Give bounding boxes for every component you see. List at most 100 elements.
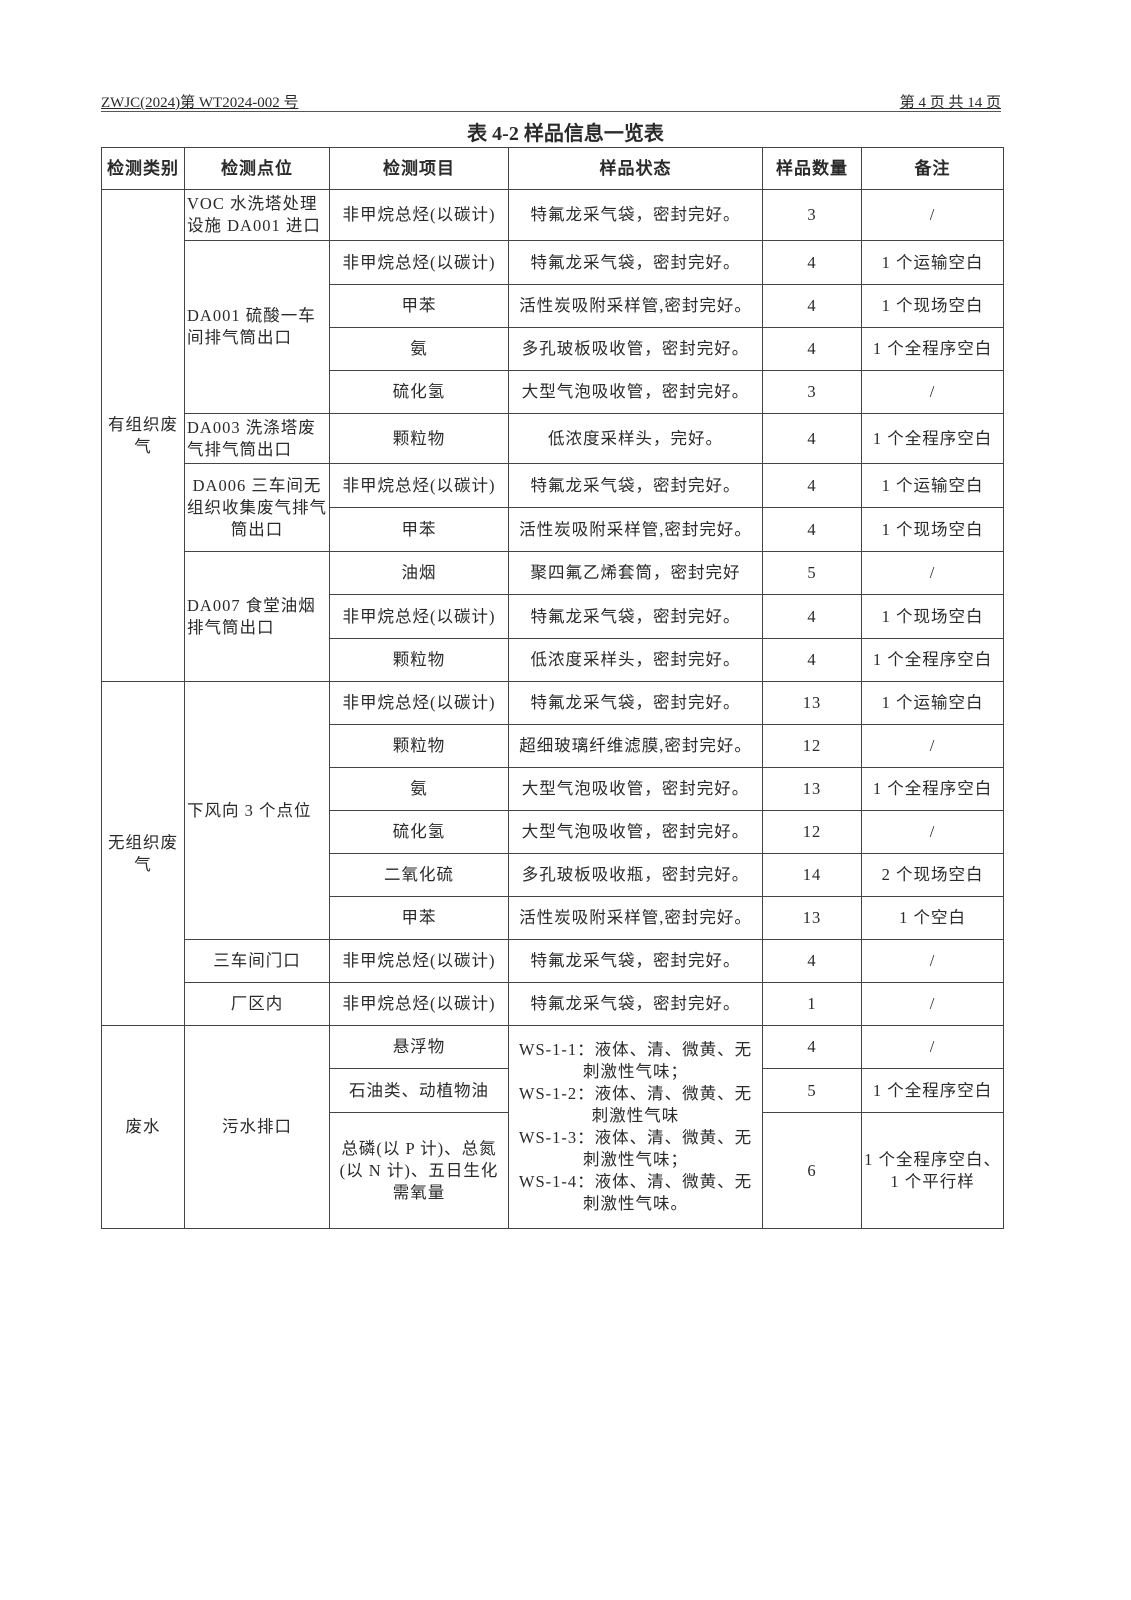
note-cell: 1 个空白 xyxy=(861,896,1004,940)
state-cell: 特氟龙采气袋，密封完好。 xyxy=(508,681,763,725)
item-cell: 石油类、动植物油 xyxy=(329,1068,509,1113)
water-state-line: WS-1-3：液体、清、微黄、无刺激性气味； xyxy=(518,1128,753,1169)
item-cell: 硫化氢 xyxy=(329,370,509,414)
state-cell: 特氟龙采气袋，密封完好。 xyxy=(508,240,763,285)
table-row: 甲苯 活性炭吸附采样管,密封完好。 13 1 个空白 xyxy=(102,896,1004,940)
column-header: 样品数量 xyxy=(762,147,862,190)
table-row: 氨多孔玻板吸收管，密封完好。 4 1 个全程序空白 xyxy=(102,327,1004,371)
table-row: 总磷(以 P 计)、总氮(以 N 计)、五日生化需氧量 6 1 个全程序空白、1 个… xyxy=(102,1112,1004,1229)
item-cell: 非甲烷总烃(以碳计) xyxy=(329,189,509,241)
item-cell: 颗粒物 xyxy=(329,724,509,768)
state-cell: 大型气泡吸收管，密封完好。 xyxy=(508,370,763,414)
note-cell: 1 个全程序空白 xyxy=(861,327,1004,371)
note-cell: / xyxy=(861,1025,1004,1069)
count-cell: 12 xyxy=(762,810,862,854)
table-row: 氨大型气泡吸收管，密封完好。 13 1 个全程序空白 xyxy=(102,767,1004,811)
column-header: 检测点位 xyxy=(184,147,330,190)
item-cell: 二氧化硫 xyxy=(329,853,509,897)
note-cell: / xyxy=(861,982,1004,1026)
table-row: 三车间门口 非甲烷总烃(以碳计) 特氟龙采气袋，密封完好。 4/ xyxy=(102,939,1004,983)
item-cell: 氨 xyxy=(329,327,509,371)
category-cell: 无组织废气 xyxy=(101,681,185,1026)
state-cell: 活性炭吸附采样管,密封完好。 xyxy=(508,507,763,552)
state-cell: 特氟龙采气袋，密封完好。 xyxy=(508,463,763,508)
item-cell: 油烟 xyxy=(329,551,509,595)
note-cell: / xyxy=(861,370,1004,414)
item-cell: 总磷(以 P 计)、总氮(以 N 计)、五日生化需氧量 xyxy=(329,1112,509,1229)
count-cell: 3 xyxy=(762,370,862,414)
item-cell: 非甲烷总烃(以碳计) xyxy=(329,594,509,639)
note-cell: / xyxy=(861,724,1004,768)
note-cell: 1 个全程序空白 xyxy=(861,1068,1004,1113)
count-cell: 13 xyxy=(762,767,862,811)
note-cell: 1 个全程序空白 xyxy=(861,638,1004,682)
count-cell: 1 xyxy=(762,982,862,1026)
state-cell: 特氟龙采气袋，密封完好。 xyxy=(508,594,763,639)
state-cell: 大型气泡吸收管，密封完好。 xyxy=(508,810,763,854)
point-cell: DA001 硫酸一车间排气筒出口 xyxy=(184,240,330,414)
table-row: DA007 食堂油烟排气筒出口 油烟 聚四氟乙烯套筒，密封完好 5/ xyxy=(102,551,1004,682)
point-cell: VOC 水洗塔处理设施 DA001 进口 xyxy=(184,189,330,241)
column-header: 检测项目 xyxy=(329,147,509,190)
item-cell: 颗粒物 xyxy=(329,413,509,464)
count-cell: 4 xyxy=(762,594,862,639)
table-header-row: 检测类别 检测点位 检测项目 样品状态 样品数量 备注 xyxy=(101,147,1004,190)
state-cell: 大型气泡吸收管，密封完好。 xyxy=(508,767,763,811)
page-indicator: 第 4 页 共 14 页 xyxy=(899,95,1001,111)
count-cell: 13 xyxy=(762,896,862,940)
item-cell: 悬浮物 xyxy=(329,1025,509,1069)
state-cell: WS-1-1：液体、清、微黄、无刺激性气味； WS-1-2：液体、清、微黄、无刺激… xyxy=(508,1025,763,1229)
water-state-line: WS-1-2：液体、清、微黄、无刺激性气味 xyxy=(518,1084,753,1125)
table-row: DA003 洗涤塔废气排气筒出口 颗粒物 低浓度采样头，完好。 4 1 个全程序空白 xyxy=(102,413,1004,464)
count-cell: 13 xyxy=(762,681,862,725)
note-cell: 1 个运输空白 xyxy=(861,240,1004,285)
count-cell: 4 xyxy=(762,939,862,983)
count-cell: 3 xyxy=(762,189,862,241)
note-cell: 1 个全程序空白 xyxy=(861,413,1004,464)
count-cell: 5 xyxy=(762,1068,862,1113)
table-row: 甲苯 活性炭吸附采样管,密封完好。 4 1 个现场空白 xyxy=(102,284,1004,328)
note-cell: 1 个运输空白 xyxy=(861,681,1004,725)
state-cell: 低浓度采样头，密封完好。 xyxy=(508,638,763,682)
table-row: 硫化氢 大型气泡吸收管，密封完好。 12/ xyxy=(102,810,1004,854)
note-cell: / xyxy=(861,810,1004,854)
column-header: 检测类别 xyxy=(101,147,185,190)
note-cell: 1 个全程序空白 xyxy=(861,767,1004,811)
state-cell: 特氟龙采气袋，密封完好。 xyxy=(508,982,763,1026)
note-cell: 1 个运输空白 xyxy=(861,463,1004,508)
state-cell: 多孔玻板吸收瓶，密封完好。 xyxy=(508,853,763,897)
item-cell: 甲苯 xyxy=(329,284,509,328)
point-cell: 下风向 3 个点位 xyxy=(184,681,330,940)
count-cell: 4 xyxy=(762,1025,862,1069)
point-cell: DA007 食堂油烟排气筒出口 xyxy=(184,551,330,682)
item-cell: 非甲烷总烃(以碳计) xyxy=(329,681,509,725)
note-cell: 2 个现场空白 xyxy=(861,853,1004,897)
item-cell: 甲苯 xyxy=(329,896,509,940)
water-state-line: WS-1-1：液体、清、微黄、无刺激性气味； xyxy=(518,1040,753,1081)
count-cell: 14 xyxy=(762,853,862,897)
count-cell: 5 xyxy=(762,551,862,595)
point-cell: DA006 三车间无组织收集废气排气筒出口 xyxy=(184,463,330,552)
note-cell: / xyxy=(861,189,1004,241)
count-cell: 12 xyxy=(762,724,862,768)
note-cell: 1 个现场空白 xyxy=(861,284,1004,328)
item-cell: 非甲烷总烃(以碳计) xyxy=(329,939,509,983)
table-row: 非甲烷总烃(以碳计) 特氟龙采气袋，密封完好。 4 1 个现场空白 xyxy=(102,594,1004,639)
table-row: 废水 污水排口 悬浮物 WS-1-1：液体、清、微黄、无刺激性气味； WS-1-2：液体… xyxy=(101,1025,1004,1229)
document-number: ZWJC(2024)第 WT2024-002 号 xyxy=(101,95,299,111)
table-row: 厂区内 非甲烷总烃(以碳计) 特氟龙采气袋，密封完好。 1/ xyxy=(102,982,1004,1026)
table-row: DA006 三车间无组织收集废气排气筒出口 非甲烷总烃(以碳计) 特氟龙采气袋，密封… xyxy=(102,463,1004,552)
category-cell: 废水 xyxy=(101,1025,185,1229)
state-cell: 聚四氟乙烯套筒，密封完好 xyxy=(508,551,763,595)
table-row: 颗粒物 超细玻璃纤维滤膜,密封完好。 12/ xyxy=(102,724,1004,768)
table-row: 有组织废气 VOC 水洗塔处理设施 DA001 进口 非甲烷总烃(以碳计) 特氟龙采气… xyxy=(101,189,1004,682)
state-cell: 特氟龙采气袋，密封完好。 xyxy=(508,189,763,241)
item-cell: 氨 xyxy=(329,767,509,811)
point-cell: DA003 洗涤塔废气排气筒出口 xyxy=(184,413,330,464)
item-cell: 非甲烷总烃(以碳计) xyxy=(329,240,509,285)
table-row: 石油类、动植物油 5 1 个全程序空白 xyxy=(102,1068,1004,1113)
item-cell: 甲苯 xyxy=(329,507,509,552)
item-cell: 颗粒物 xyxy=(329,638,509,682)
note-cell: 1 个现场空白 xyxy=(861,507,1004,552)
count-cell: 4 xyxy=(762,327,862,371)
